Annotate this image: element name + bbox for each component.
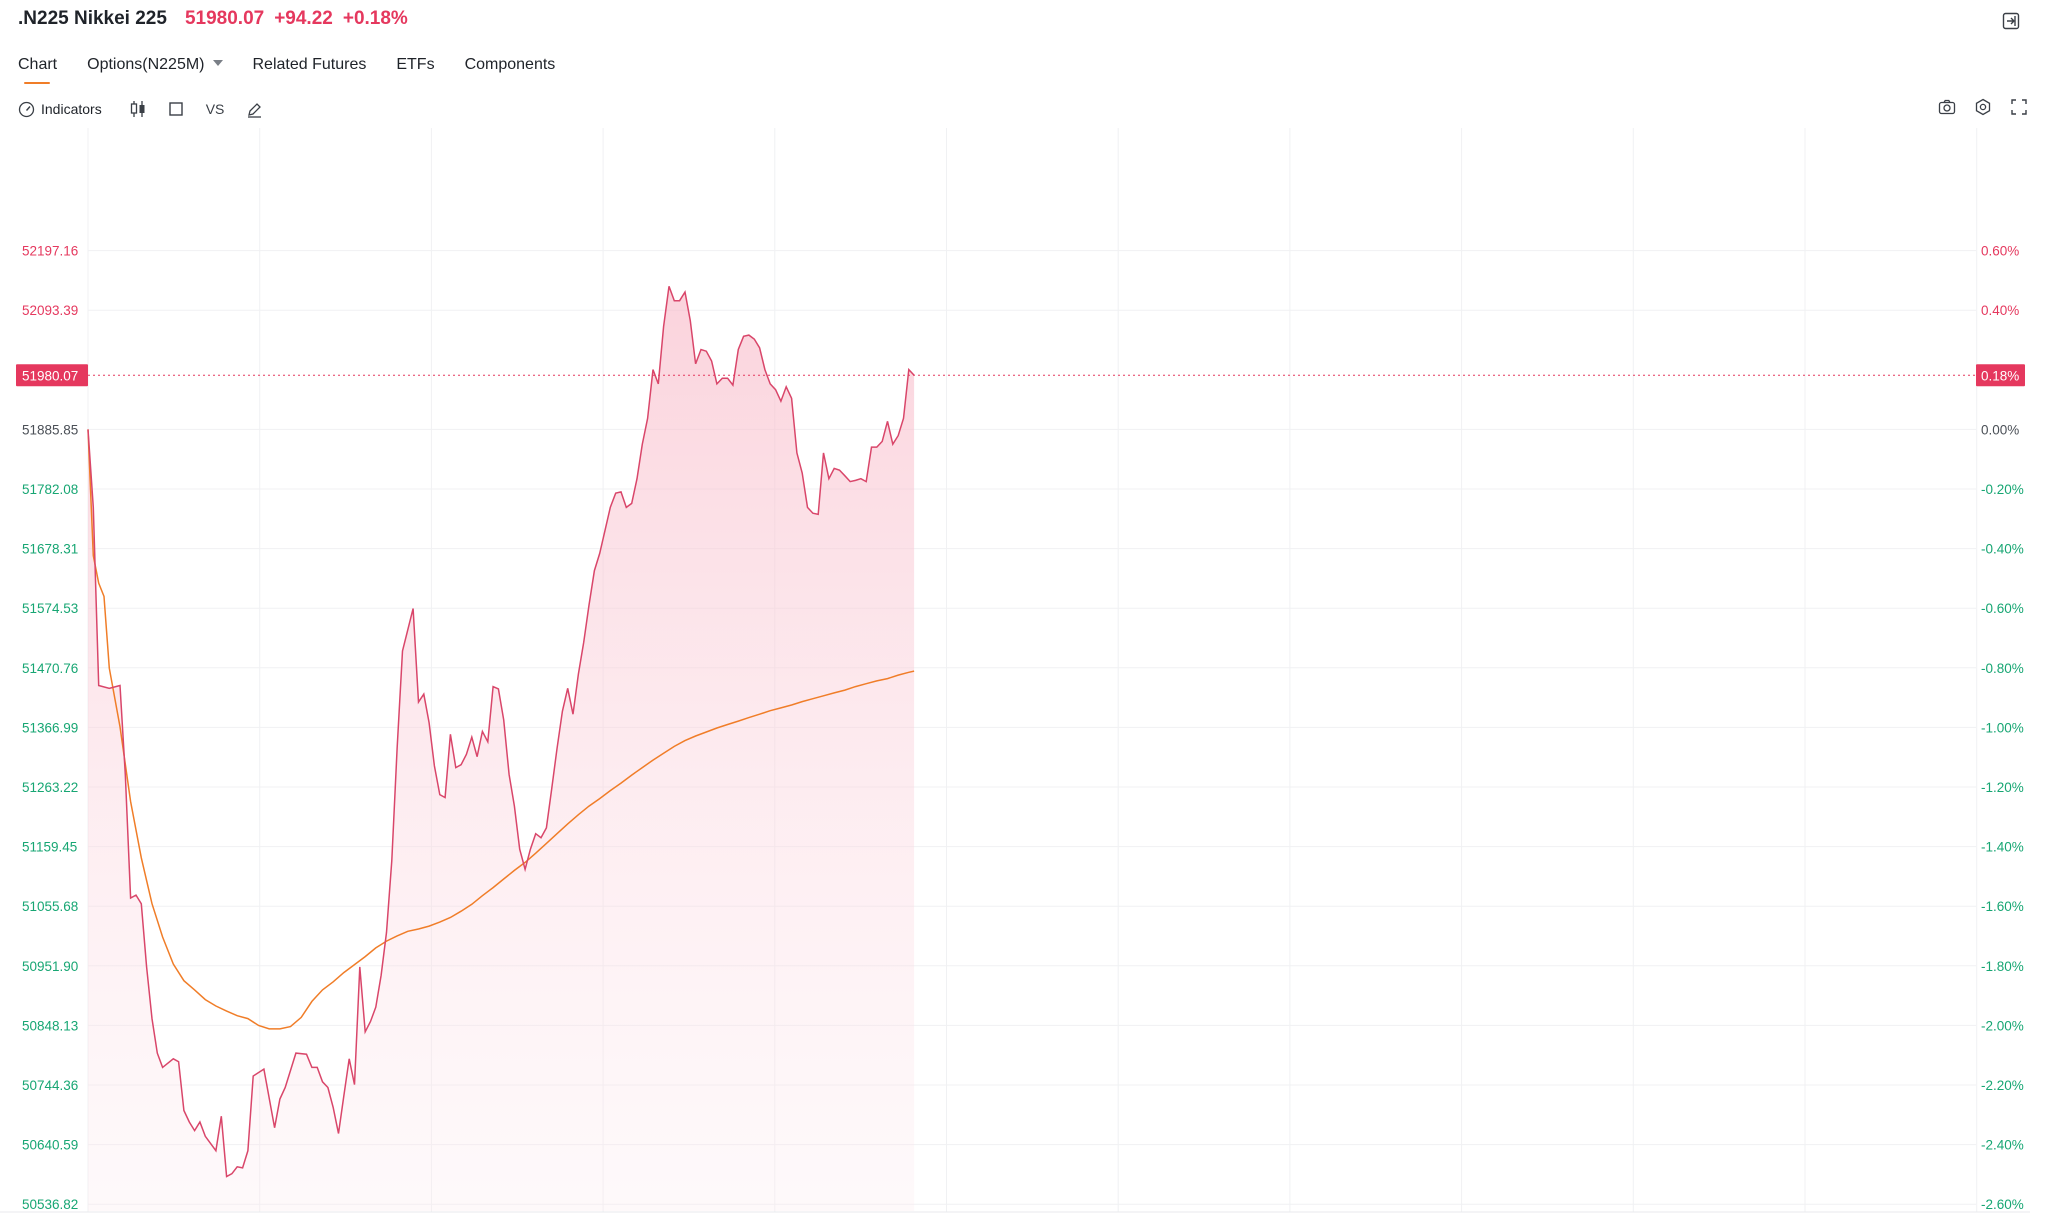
tab-bar: Chart Options(N225M) Related Futures ETF…	[18, 56, 585, 84]
price-change-pct: +0.18%	[342, 8, 408, 29]
indicators-label: Indicators	[41, 101, 102, 117]
chart-toolbar: Indicators VS	[18, 98, 285, 120]
candlestick-button[interactable]	[130, 100, 146, 118]
price-area-fill	[88, 286, 915, 1211]
screenshot-button[interactable]	[1938, 98, 1956, 116]
indicators-button[interactable]: Indicators	[18, 101, 102, 118]
y-tick-left: 51782.08	[22, 482, 78, 497]
pencil-icon	[246, 101, 263, 118]
price-line	[87, 286, 915, 1178]
y-tick-right: -1.60%	[1981, 899, 2024, 914]
y-tick-right: -1.40%	[1981, 840, 2024, 855]
y-tick-right: -1.20%	[1981, 780, 2024, 795]
price-chart[interactable]: 52197.16 52093.39 51885.85 51782.08 51678.31…	[0, 128, 2048, 1213]
y-tick-right: -2.00%	[1981, 1018, 2024, 1033]
y-tick-right: -2.40%	[1981, 1138, 2024, 1153]
y-tick-left: 51263.22	[22, 780, 78, 795]
tab-related-futures[interactable]: Related Futures	[252, 56, 367, 73]
average-price-line	[87, 429, 915, 1030]
y-tick-left: 50640.59	[22, 1138, 78, 1153]
camera-icon	[1938, 98, 1956, 116]
y-tick-left: 50951.90	[22, 959, 78, 974]
y-tick-right: -2.60%	[1981, 1197, 2024, 1212]
y-tick-left: 50744.36	[22, 1078, 78, 1093]
y-tick-left: 51366.99	[22, 720, 78, 735]
settings-button[interactable]	[1974, 98, 1992, 116]
price-change: +94.22	[274, 8, 333, 29]
fullscreen-icon	[2010, 98, 2028, 116]
quote-header: .N225 Nikkei 225 51980.07 +94.22 +0.18%	[18, 8, 418, 38]
y-tick-left: 51470.76	[22, 661, 78, 676]
gear-icon	[1974, 98, 1992, 116]
y-tick-left: 51678.31	[22, 542, 78, 557]
y-tick-left: 51055.68	[22, 899, 78, 914]
y-tick-left: 51159.45	[22, 840, 77, 855]
y-tick-left: 51574.53	[22, 601, 78, 616]
tab-etfs[interactable]: ETFs	[396, 56, 435, 73]
current-price-tag: 51980.07	[16, 364, 88, 387]
y-tick-right: -0.80%	[1981, 661, 2024, 676]
tab-components[interactable]: Components	[464, 56, 556, 73]
square-icon	[168, 101, 184, 117]
chevron-down-icon	[212, 59, 223, 66]
chart-toolbar-right	[1920, 98, 2028, 116]
y-tick-right: -1.00%	[1981, 720, 2024, 735]
candlestick-icon	[130, 100, 146, 118]
current-pct-tag: 0.18%	[1976, 364, 2025, 387]
symbol-name: .N225 Nikkei 225	[18, 8, 167, 29]
y-tick-right: 0.60%	[1981, 244, 2019, 259]
y-tick-right: 0.00%	[1981, 422, 2019, 437]
tab-chart[interactable]: Chart	[18, 56, 57, 84]
y-tick-left: 52197.16	[22, 244, 78, 259]
y-tick-right: -0.20%	[1981, 482, 2024, 497]
svg-text:51980.07: 51980.07	[22, 368, 78, 383]
y-tick-left: 50848.13	[22, 1018, 78, 1033]
left-axis: 52197.16 52093.39 51885.85 51782.08 51678.31…	[22, 244, 78, 1213]
y-tick-right: 0.40%	[1981, 303, 2019, 318]
y-tick-left: 50536.82	[22, 1197, 78, 1212]
last-price: 51980.07	[184, 8, 265, 29]
gauge-icon	[18, 101, 35, 118]
y-tick-right: -1.80%	[1981, 959, 2024, 974]
rectangle-tool-button[interactable]	[168, 101, 184, 117]
collapse-panel-icon[interactable]	[2002, 12, 2020, 30]
y-tick-right: -2.20%	[1981, 1078, 2024, 1093]
vs-label: VS	[205, 101, 225, 117]
y-tick-right: -0.40%	[1981, 542, 2024, 557]
compare-button[interactable]: VS	[206, 101, 225, 117]
y-tick-left: 51885.85	[22, 422, 78, 437]
fullscreen-button[interactable]	[2010, 98, 2028, 116]
y-tick-right: -0.60%	[1981, 601, 2024, 616]
tab-options[interactable]: Options(N225M)	[87, 56, 223, 84]
right-axis: 0.60% 0.40% 0.00% -0.20% -0.40% -0.60% -0.80% -…	[1981, 244, 2024, 1213]
y-tick-left: 52093.39	[22, 303, 78, 318]
draw-tool-button[interactable]	[246, 101, 263, 118]
svg-text:0.18%: 0.18%	[1981, 368, 2019, 383]
